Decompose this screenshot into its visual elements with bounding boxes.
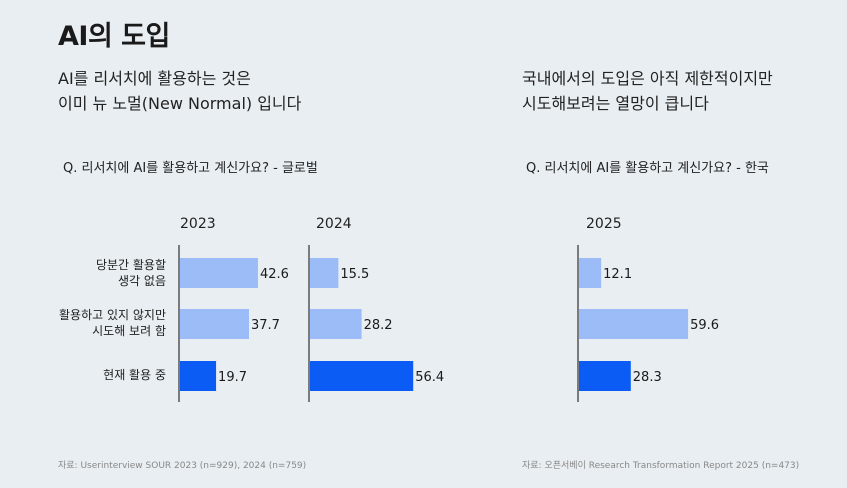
right-subtitle-line-2: 시도해보려는 열망이 큽니다 bbox=[522, 94, 709, 113]
bar-2023-2 bbox=[180, 361, 217, 391]
bar-value-2024-2: 56.4 bbox=[415, 370, 444, 385]
bar-value-2025-0: 12.1 bbox=[603, 267, 632, 282]
category-label-no-plan-line-1: 당분간 활용할 bbox=[95, 258, 166, 272]
year-label-2025: 2025 bbox=[586, 216, 622, 232]
bar-2025-0 bbox=[579, 258, 602, 288]
right-subtitle-line-1: 국내에서의 도입은 아직 제한적이지만 bbox=[522, 69, 773, 88]
category-label-will-try-line-2: 시도해 보려 함 bbox=[92, 324, 166, 338]
page-title: AI의 도입 bbox=[58, 21, 170, 52]
category-label-will-try-line-1: 활용하고 있지 않지만 bbox=[59, 308, 166, 322]
category-label-using-line-1: 현재 활용 중 bbox=[103, 368, 166, 382]
global-question: Q. 리서치에 AI를 활용하고 계신가요? - 글로벌 bbox=[63, 161, 318, 176]
bar-value-2025-2: 28.3 bbox=[633, 370, 662, 385]
bar-value-2024-1: 28.2 bbox=[364, 318, 393, 333]
bar-value-2023-0: 42.6 bbox=[260, 267, 289, 282]
bar-value-2025-1: 59.6 bbox=[690, 318, 719, 333]
bar-value-2023-2: 19.7 bbox=[218, 370, 247, 385]
year-label-2023: 2023 bbox=[180, 216, 216, 232]
left-subtitle-line-1: AI를 리서치에 활용하는 것은 bbox=[58, 69, 251, 88]
category-label-will-try: 활용하고 있지 않지만 시도해 보려 함 bbox=[26, 307, 166, 339]
bar-2025-2 bbox=[579, 361, 631, 391]
bar-2024-1 bbox=[310, 309, 362, 339]
source-note-korea: 자료: 오픈서베이 Research Transformation Report… bbox=[522, 461, 800, 471]
category-label-using: 현재 활용 중 bbox=[26, 367, 166, 383]
right-subtitle: 국내에서의 도입은 아직 제한적이지만 시도해보려는 열망이 큽니다 bbox=[522, 66, 773, 116]
left-subtitle: AI를 리서치에 활용하는 것은 이미 뉴 노멀(New Normal) 입니다 bbox=[58, 66, 301, 116]
left-subtitle-line-2: 이미 뉴 노멀(New Normal) 입니다 bbox=[58, 94, 302, 113]
bar-value-2023-1: 37.7 bbox=[251, 318, 280, 333]
bar-2024-2 bbox=[310, 361, 414, 391]
bar-2023-0 bbox=[180, 258, 258, 288]
category-label-no-plan: 당분간 활용할 생각 없음 bbox=[26, 257, 166, 289]
bar-2024-0 bbox=[310, 258, 339, 288]
year-label-2024: 2024 bbox=[316, 216, 352, 232]
bar-2023-1 bbox=[180, 309, 249, 339]
category-label-no-plan-line-2: 생각 없음 bbox=[118, 274, 166, 288]
korea-question: Q. 리서치에 AI를 활용하고 계신가요? - 한국 bbox=[526, 161, 769, 176]
bar-value-2024-0: 15.5 bbox=[340, 267, 369, 282]
bar-2025-1 bbox=[579, 309, 689, 339]
source-note-global: 자료: Userinterview SOUR 2023 (n=929), 202… bbox=[58, 461, 307, 471]
